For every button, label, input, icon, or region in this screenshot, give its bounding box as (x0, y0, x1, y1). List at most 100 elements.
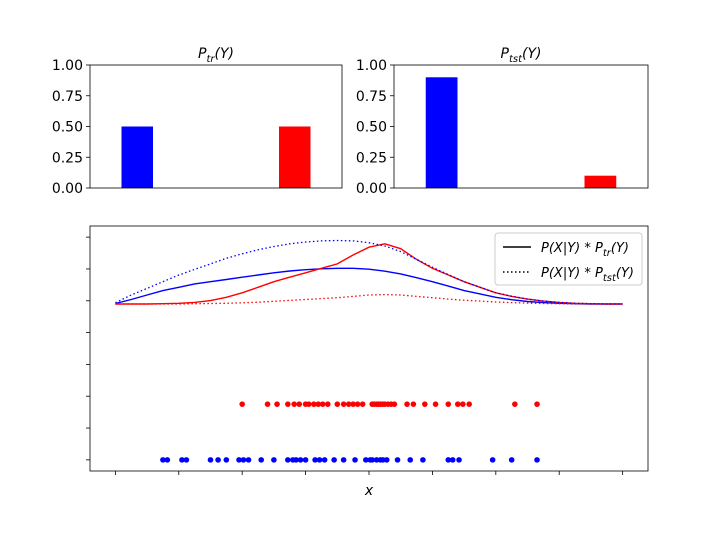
scatter-point-0-10 (319, 401, 326, 407)
scatter-point-1-16 (302, 457, 309, 463)
scatter-point-1-33 (445, 457, 452, 463)
scatter-point-1-5 (215, 457, 221, 463)
scatter-point-0-14 (345, 401, 352, 407)
scatter-point-0-4 (291, 401, 297, 407)
scatter-point-0-32 (445, 401, 452, 407)
scatter-point-1-22 (352, 457, 358, 463)
scatter-point-1-37 (508, 457, 515, 463)
scatter-point-1-3 (183, 457, 190, 463)
bar-panel-ptr: 0.00 0.25 0.50 0.75 1.00 Ptr(Y) (52, 46, 343, 197)
legend-label-0-subscript: tr (603, 248, 612, 259)
scatter-point-1-30 (394, 457, 401, 463)
legend-label-1-arg: (Y) (616, 266, 634, 281)
ytick-label-ptr-4: 1.00 (52, 58, 83, 74)
scatter-point-1-17 (312, 457, 318, 463)
scatter-point-0-5 (296, 401, 303, 407)
title-ptst-main: P (501, 46, 510, 62)
scatter-point-1-6 (223, 457, 230, 463)
scatter-point-1-35 (456, 457, 462, 463)
density-line-0 (115, 267, 623, 305)
scatter-point-1-7 (236, 457, 242, 463)
ytick-label-ptst-3: 0.75 (356, 89, 387, 105)
scatter-point-1-18 (316, 457, 323, 463)
scatter-point-1-1 (164, 457, 171, 463)
scatter-point-0-31 (432, 401, 439, 407)
scatter-point-1-9 (245, 457, 252, 463)
scatter-point-0-34 (460, 401, 466, 407)
scatter-point-0-2 (274, 401, 280, 407)
title-ptr-arg: (Y) (215, 46, 234, 62)
scatter-point-0-27 (391, 401, 398, 407)
x-axis-label: x (364, 483, 374, 499)
density-line-2 (115, 239, 623, 305)
scatter-point-1-31 (407, 457, 414, 463)
bar-ptst-1 (584, 175, 617, 188)
scatter-point-1-12 (285, 457, 291, 463)
ytick-label-ptst-4: 1.00 (356, 58, 387, 74)
scatter-point-0-15 (350, 401, 356, 407)
legend-label-0-main: P(X|Y) * P (541, 241, 603, 256)
ytick-label-ptr-0: 0.00 (52, 181, 83, 197)
scatter-point-1-11 (271, 457, 277, 463)
scatter-point-1-15 (297, 457, 304, 463)
scatter-point-1-2 (179, 457, 185, 463)
ytick-label-ptr-1: 0.25 (52, 150, 83, 166)
scatter-point-0-29 (410, 401, 417, 407)
scatter-point-0-37 (534, 401, 540, 407)
scatter-point-1-38 (534, 457, 540, 463)
scatter-point-0-30 (422, 401, 428, 407)
legend-label-1-main: P(X|Y) * P (541, 266, 603, 281)
scatter-point-1-4 (207, 457, 214, 463)
scatter-point-0-3 (285, 401, 291, 407)
scatter-point-0-0 (239, 401, 245, 407)
ytick-label-ptr-3: 0.75 (52, 89, 83, 105)
scatter-point-0-36 (512, 401, 518, 407)
legend-box (494, 232, 643, 286)
scatter-point-0-1 (264, 401, 271, 407)
scatter-point-1-21 (340, 457, 347, 463)
scatter-point-1-20 (331, 457, 337, 463)
scatter-point-1-32 (420, 457, 426, 463)
title-ptr: Ptr(Y) (198, 46, 234, 65)
title-ptst: Ptst(Y) (501, 46, 542, 65)
scatter-point-1-19 (321, 457, 328, 463)
scatter-point-0-12 (334, 401, 341, 407)
scatter-point-1-10 (258, 457, 265, 463)
bar-ptr-0 (121, 126, 153, 188)
scatter-point-1-14 (293, 457, 299, 463)
title-ptst-subscript: tst (509, 54, 523, 65)
bar-panel-ptst: 0.00 0.25 0.50 0.75 1.00 Ptst(Y) (356, 46, 649, 197)
scatter-point-1-36 (489, 457, 496, 463)
title-ptst-arg: (Y) (522, 46, 541, 62)
ytick-label-ptst-2: 0.50 (356, 120, 387, 136)
density-panel: xP(X|Y) * Ptr(Y)P(X|Y) * Ptst(Y) (86, 225, 649, 499)
density-line-3 (115, 293, 623, 305)
scatter-point-0-8 (311, 401, 317, 407)
scatter-point-0-35 (466, 401, 472, 407)
scatter-point-0-16 (354, 401, 361, 407)
scatter-point-1-25 (369, 457, 375, 463)
scatter-point-1-34 (449, 457, 456, 463)
legend-label-0: P(X|Y) * Ptr(Y) (541, 241, 629, 259)
ytick-label-ptr-2: 0.50 (52, 120, 83, 136)
bar-ptst-0 (425, 77, 458, 188)
legend: P(X|Y) * Ptr(Y)P(X|Y) * Ptst(Y) (494, 232, 643, 286)
scatter-point-0-9 (315, 401, 322, 407)
scatter-point-1-8 (240, 457, 247, 463)
scatter-point-0-17 (359, 401, 366, 407)
title-ptr-main: P (198, 46, 207, 62)
scatter-point-0-28 (404, 401, 410, 407)
scatter-point-1-23 (363, 457, 369, 463)
legend-label-1-subscript: tst (603, 273, 617, 284)
scatter-point-0-7 (305, 401, 312, 407)
scatter-point-0-11 (324, 401, 331, 407)
scatter-point-0-33 (454, 401, 461, 407)
scatter-point-0-13 (340, 401, 347, 407)
ytick-label-ptst-1: 0.25 (356, 150, 387, 166)
ytick-label-ptst-0: 0.00 (356, 181, 387, 197)
legend-label-0-arg: (Y) (611, 241, 629, 256)
title-ptr-subscript: tr (206, 54, 215, 65)
bar-ptr-1 (279, 126, 311, 188)
legend-label-1: P(X|Y) * Ptst(Y) (541, 266, 634, 284)
